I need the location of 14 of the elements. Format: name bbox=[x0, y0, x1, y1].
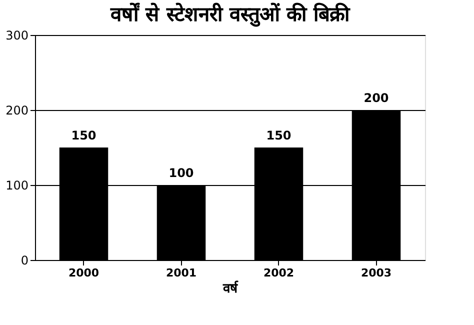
data-label: 150 bbox=[71, 128, 96, 142]
x-axis-title: वर्ष bbox=[222, 280, 239, 296]
x-tick-label: 2003 bbox=[360, 266, 392, 280]
x-tick-label: 2001 bbox=[166, 266, 197, 280]
y-tick-label: 200 bbox=[6, 104, 28, 118]
x-tick-label: 2000 bbox=[68, 266, 100, 280]
data-label: 200 bbox=[364, 91, 389, 105]
data-label: 100 bbox=[168, 166, 194, 180]
y-tick-label: 100 bbox=[6, 178, 28, 192]
y-tick-label: 0 bbox=[20, 254, 28, 268]
data-label: 150 bbox=[266, 128, 292, 142]
x-tick-label: 2002 bbox=[263, 266, 294, 280]
y-tick-label: 300 bbox=[6, 28, 28, 42]
chart-title: वर्षों से स्टेशनरी वस्तुओं की बिक्री bbox=[110, 2, 350, 27]
